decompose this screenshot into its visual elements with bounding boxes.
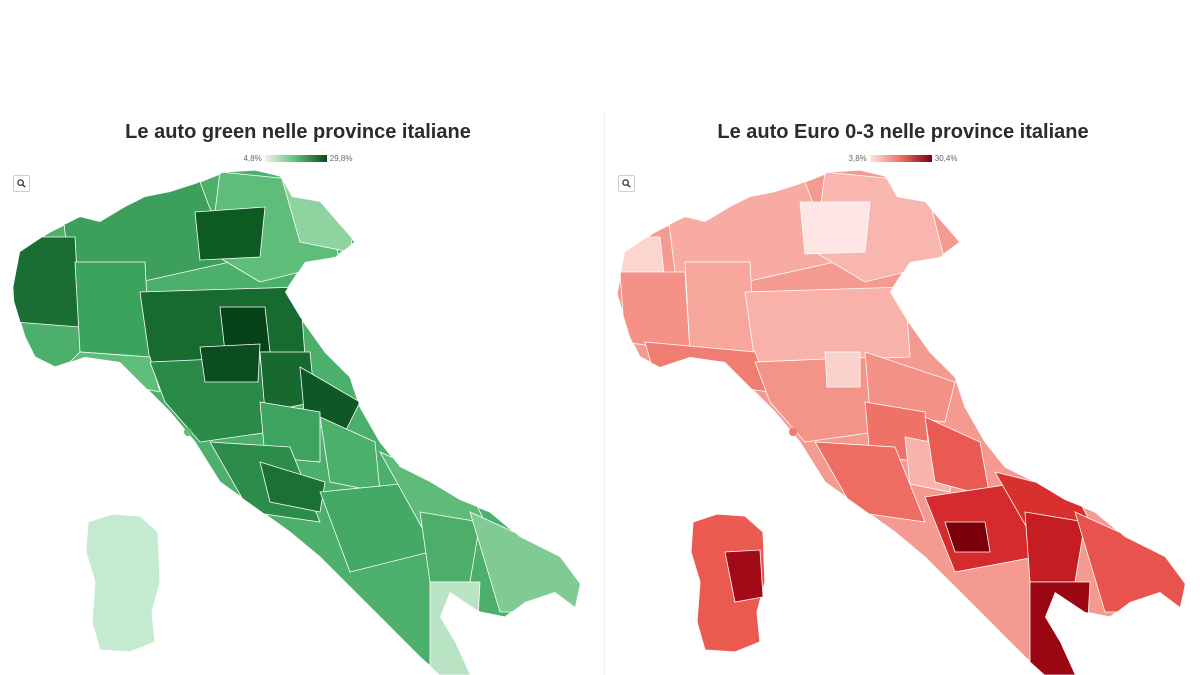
region-piemonte-west[interactable] [10,236,81,328]
legend-min-label: 3,8% [848,154,867,163]
region-trentino[interactable] [799,201,871,255]
italy-map-euro03[interactable] [605,112,1200,675]
color-legend: 3,8% 30,4% [605,154,1200,163]
region-basilicata[interactable] [1024,511,1086,583]
legend-gradient-bar [264,155,327,162]
region-firenze[interactable] [199,343,261,383]
region-napoli[interactable] [944,521,991,553]
island-elba [184,428,192,436]
region-nuoro[interactable] [724,549,764,603]
legend-min-label: 4,8% [243,154,262,163]
region-roma[interactable] [259,461,326,513]
region-basilicata[interactable] [419,511,481,583]
region-piemonte-east[interactable] [684,261,756,353]
legend-max-label: 30,4% [934,154,958,163]
color-legend: 4,8% 29,8% [0,154,596,163]
region-lazio[interactable] [814,441,926,523]
italy-map-green[interactable] [0,112,596,675]
map-panel-green: Le auto green nelle province italiane 4,… [0,112,596,675]
island-sardegna[interactable] [690,513,766,653]
legend-gradient-bar [869,155,932,162]
region-piemonte[interactable] [619,271,691,353]
legend-max-label: 29,8% [329,154,353,163]
region-firenze[interactable] [824,351,861,388]
region-trentino[interactable] [194,206,266,261]
region-liguria[interactable] [59,351,161,393]
region-calabria[interactable] [429,581,481,675]
island-sardegna[interactable] [85,513,161,653]
island-elba [789,428,797,436]
zoom-button[interactable] [13,175,30,192]
zoom-button[interactable] [618,175,635,192]
region-piemonte-east[interactable] [74,261,151,358]
map-panel-euro03: Le auto Euro 0-3 nelle province italiane… [604,112,1200,675]
map-title: Le auto Euro 0-3 nelle province italiane [717,121,1089,143]
magnifier-icon [17,179,26,188]
region-emilia[interactable] [744,286,911,363]
region-marche[interactable] [864,351,956,423]
magnifier-icon [622,179,631,188]
map-title: Le auto green nelle province italiane [125,121,471,143]
region-calabria[interactable] [1029,581,1091,675]
